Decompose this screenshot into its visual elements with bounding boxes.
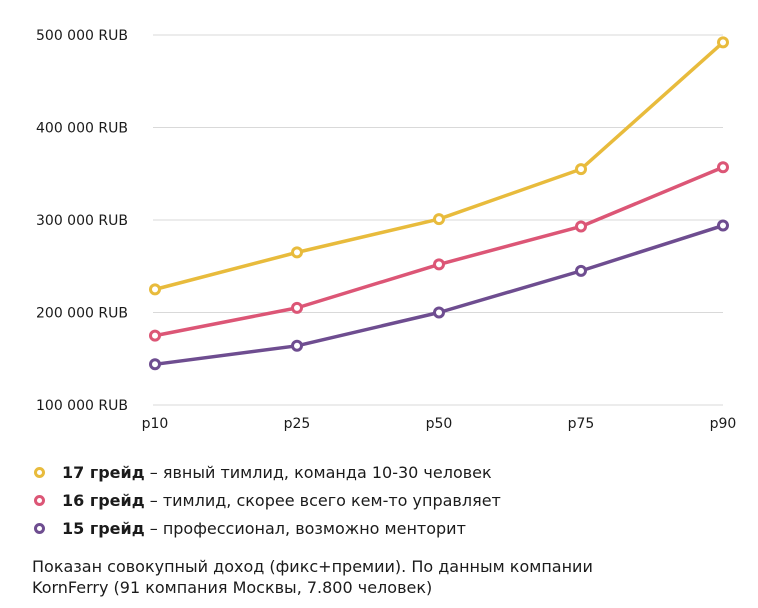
income-line-chart: 100 000 RUB 200 000 RUB 300 000 RUB 400 000… [36,28,737,432]
y-tick-label: 400 000 RUB [36,121,128,137]
data-point-17-грейд [291,246,303,259]
legend-item-16: 16 грейд – тимлид, скорее всего кем-то у… [32,486,752,514]
data-point-15-грейд [433,306,445,319]
legend-marker-17 [34,466,45,478]
data-point-17-грейд [717,36,729,49]
legend-item-17: 17 грейд – явный тимлид, команда 10-30 ч… [32,458,752,486]
data-point-15-грейд [149,358,161,371]
legend-description: – явный тимлид, команда 10-30 человек [144,462,492,482]
x-tick-label: p50 [426,416,453,432]
legend-grade-label: 16 грейд [62,490,145,510]
y-tick-label: 200 000 RUB [36,306,128,322]
legend-item-15: 15 грейд – профессионал, возможно ментор… [32,514,752,542]
legend-grade-label: 15 грейд [62,518,145,538]
x-tick-label: p90 [710,416,737,432]
y-tick-label: 500 000 RUB [36,28,128,44]
data-point-16-грейд [433,258,445,271]
data-point-16-грейд [575,220,587,233]
series-points [149,36,729,371]
data-point-17-грейд [149,283,161,296]
data-point-17-грейд [433,213,445,226]
legend: 17 грейд – явный тимлид, команда 10-30 ч… [32,458,752,542]
footnote-line-2: KornFerry (91 компания Москвы, 7.800 чел… [32,578,433,597]
x-tick-label: p25 [284,416,311,432]
data-point-15-грейд [717,219,729,232]
legend-marker-16 [34,494,45,506]
data-point-15-грейд [291,339,303,352]
legend-description: – тимлид, скорее всего кем-то управляет [144,490,501,510]
data-point-16-грейд [149,329,161,342]
legend-description: – профессионал, возможно менторит [144,518,466,538]
footnote: Показан совокупный доход (фикс+премии). … [32,556,752,598]
data-point-15-грейд [575,264,587,277]
series-line-15-грейд [153,223,725,367]
legend-grade-label: 17 грейд [62,462,145,482]
y-axis-ticks: 100 000 RUB 200 000 RUB 300 000 RUB 400 000… [36,28,128,414]
x-tick-label: p75 [568,416,595,432]
data-point-16-грейд [291,301,303,314]
y-tick-label: 300 000 RUB [36,213,128,229]
legend-marker-15 [34,522,45,534]
y-tick-label: 100 000 RUB [36,398,128,414]
x-axis-ticks: p10 p25 p50 p75 p90 [142,416,737,432]
x-tick-label: p10 [142,416,169,432]
footnote-line-1: Показан совокупный доход (фикс+премии). … [32,557,593,576]
data-point-16-грейд [717,161,729,174]
data-point-17-грейд [575,163,587,176]
